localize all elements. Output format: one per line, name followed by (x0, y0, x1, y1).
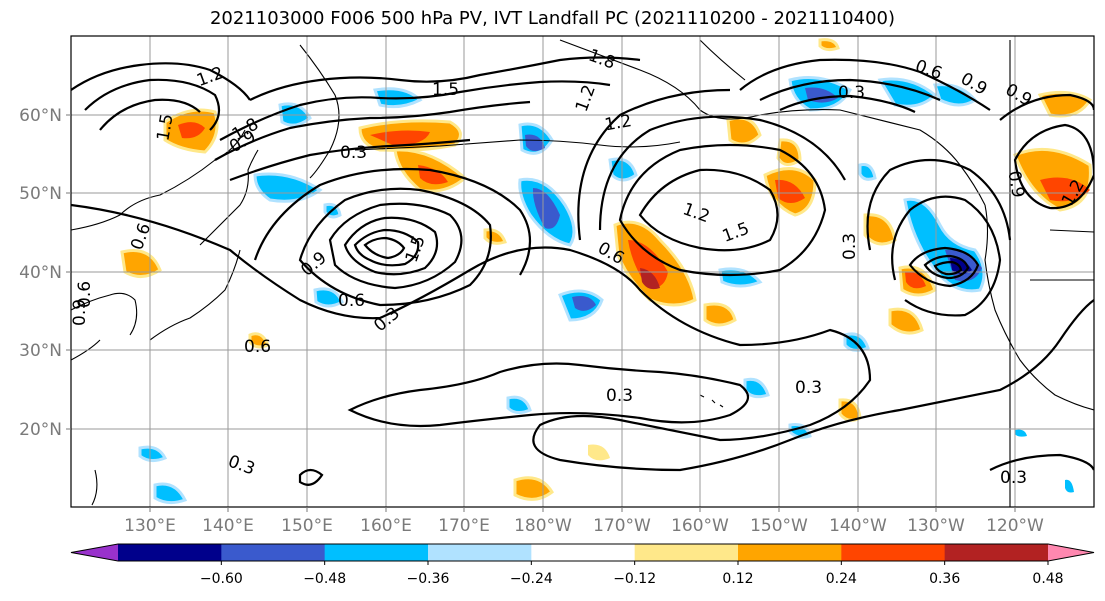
lon-label: 160°E (360, 516, 412, 536)
contour-label: 0.3 (838, 83, 865, 103)
lon-label: 170°W (593, 516, 651, 536)
lon-label: 130°W (907, 516, 965, 536)
contour-label: 0.6 (75, 281, 95, 308)
contour-label: 0.9 (1003, 169, 1027, 199)
colorbar-extend-low (71, 544, 118, 561)
contour-label: 0.3 (606, 386, 633, 406)
contour-label: 0.9 (70, 299, 90, 326)
chart-title: 2021103000 F006 500 hPa PV, IVT Landfall… (209, 8, 896, 29)
colorbar-tick-label: 0.12 (722, 571, 753, 587)
colorbar-tick-label: −0.60 (200, 571, 243, 587)
lon-label: 170°E (438, 516, 490, 536)
lat-label: 30°N (19, 341, 62, 361)
colorbar-segment (944, 544, 1049, 561)
lon-label: 140°E (202, 516, 254, 536)
contour-label: 0.6 (244, 337, 271, 357)
colorbar-segment (428, 544, 532, 561)
colorbar-segment (634, 544, 739, 561)
colorbar-tick-label: −0.36 (407, 571, 450, 587)
lon-label: 150°W (750, 516, 808, 536)
colorbar-tick-label: 0.48 (1032, 571, 1063, 587)
lon-axis: 130°E 140°E 150°E 160°E 170°E 180°W 170°… (124, 507, 1044, 536)
lon-label: 120°W (986, 516, 1044, 536)
lat-label: 40°N (19, 263, 62, 283)
colorbar-tick-label: 0.36 (929, 571, 960, 587)
lon-label: 180°W (514, 516, 572, 536)
gridlines (71, 36, 1094, 507)
contour-labels: 1.2 1.8 1.5 0.9 1.2 1.8 1.5 0.6 0.9 0.3 … (70, 46, 1089, 488)
colorbar-tick-label: −0.12 (613, 571, 656, 587)
colorbar-segment (738, 544, 842, 561)
colorbar-segment (531, 544, 636, 561)
colorbar-tick-label: −0.48 (303, 571, 346, 587)
contour-label: 0.3 (840, 233, 860, 260)
lon-label: 130°E (124, 516, 176, 536)
lat-label: 60°N (19, 106, 62, 126)
lon-label: 150°E (281, 516, 333, 536)
colorbar: −0.60 −0.48 −0.36 −0.24 −0.12 0.12 0.24 0.36 0.4… (70, 543, 1095, 587)
lat-axis: 60°N 50°N 40°N 30°N 20°N (19, 106, 71, 440)
contour-label: 1.5 (432, 80, 459, 100)
contour-label: 0.3 (795, 378, 822, 398)
colorbar-segment (324, 544, 429, 561)
contour-label: 0.3 (1000, 468, 1027, 488)
contour-label: 1.2 (603, 111, 633, 135)
contour-label: 0.6 (338, 291, 365, 311)
coastlines (71, 39, 1094, 507)
colorbar-segment (221, 544, 326, 561)
colorbar-tick-label: 0.24 (826, 571, 857, 587)
lon-label: 160°W (671, 516, 729, 536)
colorbar-segment (841, 544, 946, 561)
lat-label: 20°N (19, 420, 62, 440)
colorbar-segment (118, 544, 222, 561)
contour-label: 1.5 (153, 112, 177, 142)
colorbar-tick-label: −0.24 (510, 571, 553, 587)
colorbar-extend-high (1048, 544, 1094, 561)
colorbar-outline (70, 543, 1095, 562)
lon-label: 140°W (829, 516, 887, 536)
contour-label: 0.3 (340, 143, 367, 163)
lat-label: 50°N (19, 184, 62, 204)
pv-contours (71, 56, 1094, 486)
